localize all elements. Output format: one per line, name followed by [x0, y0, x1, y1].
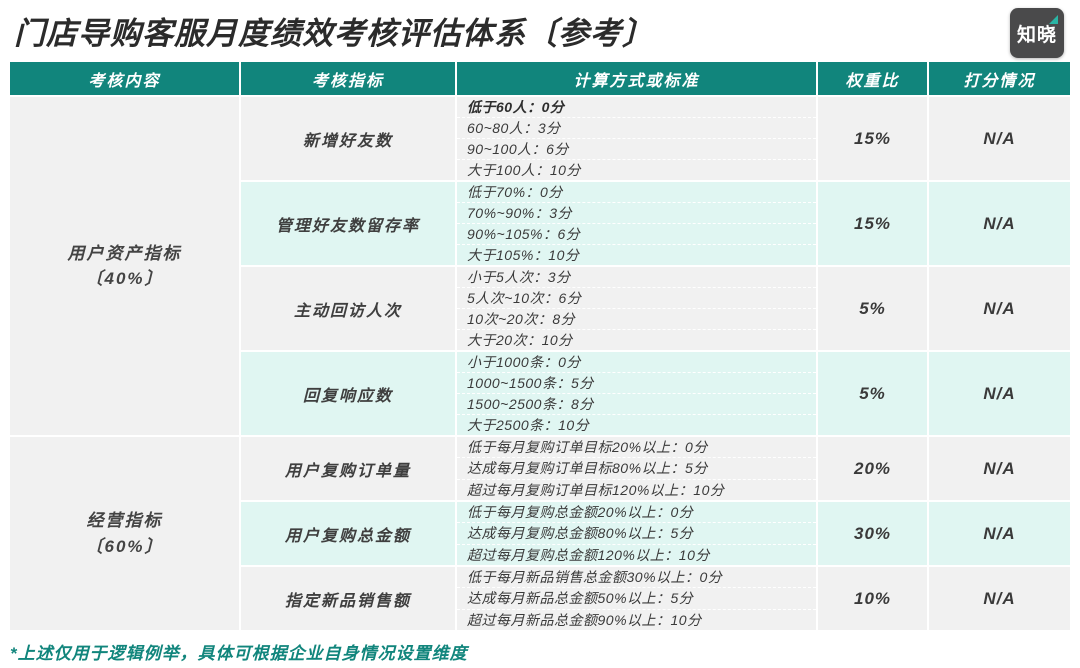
criteria-line: 60~80人：3分: [457, 117, 816, 138]
indicator-cell: 用户复购订单量: [241, 437, 455, 500]
weight-cell: 5%: [818, 267, 927, 350]
criteria-line: 小于1000条：0分: [467, 354, 581, 370]
indicator-cell: 用户复购总金额: [241, 502, 455, 565]
score-cell: N/A: [929, 267, 1070, 350]
criteria-cell: 低于70%：0分 70%~90%：3分 90%~105%：6分 大于105%：10分: [457, 182, 816, 265]
header-cell-5: 打分情况: [929, 62, 1070, 95]
score-cell: N/A: [929, 352, 1070, 435]
criteria-cell: 低于每月新品销售总金额30%以上：0分 达成每月新品总金额50%以上：5分 超过每月…: [457, 567, 816, 630]
indicator-cell: 主动回访人次: [241, 267, 455, 350]
criteria-line: 超过每月复购订单目标120%以上：10分: [457, 478, 816, 500]
score-cell: N/A: [929, 182, 1070, 265]
indicator-cell: 回复响应数: [241, 352, 455, 435]
group-cell-2: 经营指标 〔60%〕: [10, 437, 239, 630]
header-cell-3: 计算方式或标准: [457, 62, 816, 95]
criteria-line: 5人次~10次：6分: [457, 287, 816, 308]
criteria-line: 低于每月复购总金额20%以上：0分: [467, 504, 694, 521]
criteria-line: 低于每月新品销售总金额30%以上：0分: [467, 569, 723, 586]
criteria-line: 90~100人：6分: [457, 138, 816, 159]
criteria-line: 小于5人次：3分: [467, 269, 571, 285]
criteria-cell: 低于每月复购订单目标20%以上：0分 达成每月复购订单目标80%以上：5分 超过每月…: [457, 437, 816, 500]
criteria-line: 超过每月复购总金额120%以上：10分: [457, 543, 816, 565]
assessment-table: 考核内容 考核指标 计算方式或标准 权重比 打分情况 用户资产指标 〔40%〕 新增好友数 低于…: [10, 62, 1070, 630]
criteria-line: 达成每月新品总金额50%以上：5分: [457, 587, 816, 608]
criteria-line: 90%~105%：6分: [457, 223, 816, 244]
group-cell-1: 用户资产指标 〔40%〕: [10, 97, 239, 435]
criteria-line: 大于2500条：10分: [457, 414, 816, 435]
criteria-cell: 小于5人次：3分 5人次~10次：6分 10次~20次：8分 大于20次：10分: [457, 267, 816, 350]
indicator-cell: 管理好友数留存率: [241, 182, 455, 265]
criteria-line: 达成每月复购总金额80%以上：5分: [457, 522, 816, 543]
criteria-cell: 小于1000条：0分 1000~1500条：5分 1500~2500条：8分 大于25…: [457, 352, 816, 435]
criteria-line: 1500~2500条：8分: [457, 393, 816, 414]
score-cell: N/A: [929, 502, 1070, 565]
zhixiao-logo-text: 知晓: [1016, 24, 1057, 46]
criteria-line: 大于20次：10分: [457, 329, 816, 350]
weight-cell: 20%: [818, 437, 927, 500]
criteria-cell: 低于每月复购总金额20%以上：0分 达成每月复购总金额80%以上：5分 超过每月复购…: [457, 502, 816, 565]
criteria-line: 低于每月复购订单目标20%以上：0分: [467, 439, 708, 456]
criteria-line: 70%~90%：3分: [457, 202, 816, 223]
weight-cell: 5%: [818, 352, 927, 435]
sparkle-icon: [1049, 15, 1058, 24]
criteria-cell: 低于60人：0分 60~80人：3分 90~100人：6分 大于100人：10分: [457, 97, 816, 180]
weight-cell: 10%: [818, 567, 927, 630]
zhixiao-logo: 知晓: [1010, 8, 1064, 58]
indicator-cell: 新增好友数: [241, 97, 455, 180]
indicator-cell: 指定新品销售额: [241, 567, 455, 630]
header-cell-2: 考核指标: [241, 62, 455, 95]
criteria-line: 低于70%：0分: [467, 184, 563, 200]
weight-cell: 15%: [818, 182, 927, 265]
page-title: 门店导购客服月度绩效考核评估体系〔参考〕: [14, 16, 654, 51]
footnote: *上述仅用于逻辑例举，具体可根据企业自身情况设置维度: [10, 644, 468, 663]
criteria-line: 10次~20次：8分: [457, 308, 816, 329]
criteria-line: 低于60人：0分: [467, 99, 565, 115]
header-cell-4: 权重比: [818, 62, 927, 95]
score-cell: N/A: [929, 437, 1070, 500]
criteria-line: 大于100人：10分: [457, 159, 816, 180]
criteria-line: 1000~1500条：5分: [457, 372, 816, 393]
criteria-line: 达成每月复购订单目标80%以上：5分: [457, 457, 816, 478]
weight-cell: 30%: [818, 502, 927, 565]
header-cell-1: 考核内容: [10, 62, 239, 95]
criteria-line: 超过每月新品总金额90%以上：10分: [457, 608, 816, 630]
weight-cell: 15%: [818, 97, 927, 180]
criteria-line: 大于105%：10分: [457, 244, 816, 265]
score-cell: N/A: [929, 567, 1070, 630]
score-cell: N/A: [929, 97, 1070, 180]
